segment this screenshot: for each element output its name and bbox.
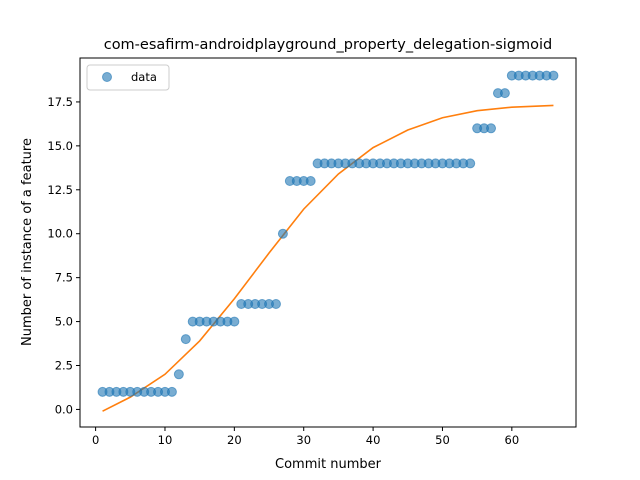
plot-background <box>80 58 576 427</box>
y-tick-label: 10.0 <box>47 227 73 241</box>
x-axis-label: Commit number <box>275 457 382 472</box>
y-tick-label: 17.5 <box>47 95 73 109</box>
data-point <box>180 334 191 345</box>
y-tick-label: 12.5 <box>47 183 73 197</box>
y-tick-label: 7.5 <box>55 271 73 285</box>
legend: data <box>86 64 170 91</box>
data-point <box>305 176 316 186</box>
legend-marker <box>102 72 112 82</box>
y-axis-ticks: 0.0 2.5 5.0 7.5 10.0 12.5 15.0 17.5 <box>47 95 80 416</box>
data-point <box>548 70 559 81</box>
x-tick-label: 60 <box>505 433 520 447</box>
chart-title: com-esafirm-androidplayground_property_d… <box>104 37 553 53</box>
y-tick-label: 2.5 <box>55 359 73 373</box>
points-layer <box>97 70 559 397</box>
data-point <box>486 123 497 134</box>
x-axis-ticks: 0 10 20 30 40 50 60 <box>92 427 519 447</box>
y-tick-label: 5.0 <box>55 315 73 329</box>
plot-frame <box>79 57 577 428</box>
x-tick-label: 0 <box>92 433 99 447</box>
x-tick-label: 20 <box>227 433 242 447</box>
sigmoid-fit-line <box>102 104 554 412</box>
data-point <box>166 386 177 397</box>
data-point <box>270 299 281 309</box>
y-axis-label: Number of instance of a feature <box>20 138 35 346</box>
data-point <box>499 88 510 99</box>
fit-layer <box>102 104 554 412</box>
data-point <box>465 158 476 169</box>
legend-label-data: data <box>131 70 157 84</box>
y-tick-label: 15.0 <box>47 139 73 153</box>
data-point <box>277 228 288 239</box>
x-tick-label: 40 <box>366 433 381 447</box>
x-tick-label: 50 <box>435 433 450 447</box>
data-point <box>173 369 184 380</box>
legend-box <box>86 64 170 91</box>
plot-area <box>79 57 577 428</box>
x-tick-label: 30 <box>296 433 311 447</box>
data-point <box>229 316 240 327</box>
x-tick-label: 10 <box>158 433 173 447</box>
y-tick-label: 0.0 <box>55 402 73 416</box>
